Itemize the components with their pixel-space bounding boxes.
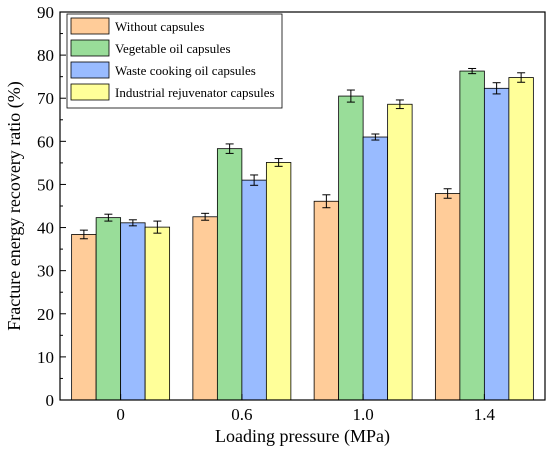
- y-tick-label: 20: [37, 305, 54, 324]
- x-tick-label: 0.6: [231, 405, 252, 424]
- legend-label: Without capsules: [115, 19, 204, 34]
- legend-label: Industrial rejuvenator capsules: [115, 85, 275, 100]
- y-tick-label: 30: [37, 262, 54, 281]
- error-bar: [443, 188, 452, 199]
- error-bar: [201, 212, 210, 221]
- bar-without-capsules-0: [71, 234, 97, 401]
- error-bar: [517, 72, 526, 83]
- x-tick-label: 0: [116, 405, 125, 424]
- error-bar: [274, 158, 283, 167]
- error-bar: [79, 229, 88, 240]
- bar-without-capsules-1-0: [313, 200, 340, 401]
- bar-waste-cooking-oil-capsules-1-0: [362, 136, 389, 401]
- error-bar: [250, 174, 259, 186]
- error-bar: [371, 133, 380, 141]
- error-bar: [225, 143, 234, 154]
- bar-waste-cooking-oil-capsules-0: [120, 222, 146, 401]
- bar-industrial-rejuvenator-capsules-1-4: [508, 77, 534, 401]
- bar-vegetable-oil-capsules-0: [95, 217, 122, 401]
- bar-vegetable-oil-capsules-0-6: [216, 148, 243, 401]
- bar-industrial-rejuvenator-capsules-0: [144, 226, 171, 401]
- legend-label: Waste cooking oil capsules: [115, 63, 256, 78]
- bar-industrial-rejuvenator-capsules-1-0: [387, 103, 413, 401]
- y-tick-label: 70: [37, 89, 54, 108]
- x-tick-label: 1.4: [474, 405, 496, 424]
- axes-layer: 0 10 20 30 40 50 60 70 80 90 0 0.6 1.0 1.4: [37, 3, 546, 424]
- legend-swatch: [70, 61, 110, 79]
- bar-industrial-rejuvenator-capsules-0-6: [265, 162, 292, 401]
- legend-swatch: [70, 39, 110, 57]
- error-bar: [104, 213, 113, 222]
- legend-swatch: [70, 17, 110, 35]
- bar-vegetable-oil-capsules-1-4: [459, 70, 485, 401]
- legend-label: Vegetable oil capsules: [115, 41, 231, 56]
- error-bar: [153, 220, 162, 234]
- error-bar: [128, 219, 137, 227]
- x-tick-label: 1.0: [353, 405, 374, 424]
- error-bar: [468, 67, 477, 75]
- y-tick-label: 40: [37, 219, 54, 238]
- y-tick-label: 50: [37, 175, 54, 194]
- legend: Without capsules Vegetable oil capsules Wa…: [66, 13, 283, 109]
- bar-vegetable-oil-capsules-1-0: [338, 95, 364, 401]
- error-bar: [322, 194, 331, 209]
- x-axis-title: Loading pressure (MPa): [215, 426, 390, 447]
- bar-without-capsules-0-6: [192, 216, 218, 401]
- y-tick-label: 10: [37, 348, 54, 367]
- y-tick-label: 0: [46, 391, 55, 410]
- bar-without-capsules-1-4: [434, 193, 461, 401]
- error-bar: [492, 82, 501, 95]
- y-tick-label: 60: [37, 132, 54, 151]
- error-bar: [395, 99, 404, 110]
- bar-waste-cooking-oil-capsules-0-6: [241, 179, 267, 401]
- y-axis-title: Fracture energy recovery ratio (%): [4, 81, 25, 331]
- bars-layer: [71, 67, 534, 401]
- y-tick-label: 80: [37, 46, 54, 65]
- bar-waste-cooking-oil-capsules-1-4: [483, 87, 510, 401]
- legend-swatch: [70, 83, 110, 101]
- y-tick-label: 90: [37, 3, 54, 22]
- error-bar: [346, 89, 355, 103]
